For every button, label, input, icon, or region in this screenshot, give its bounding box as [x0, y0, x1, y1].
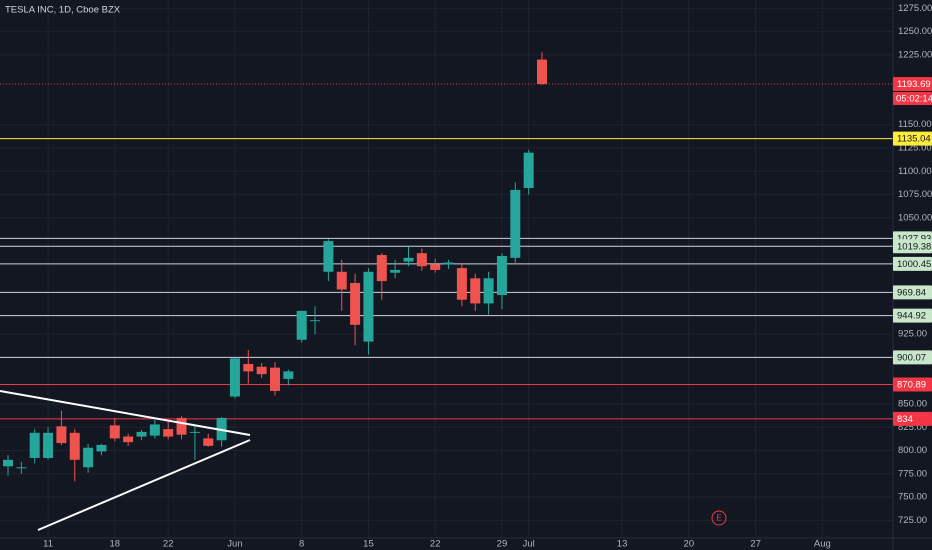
candle-body [483, 278, 494, 304]
level-label: 1000.45 [897, 259, 931, 270]
level-label-box [893, 239, 932, 254]
y-tick-label: 925.00 [898, 329, 927, 340]
y-tick-label: 750.00 [898, 492, 927, 503]
candle-body [510, 189, 521, 258]
candle-body [456, 268, 467, 300]
candle-body [109, 425, 120, 439]
x-tick-label: 22 [163, 539, 174, 550]
level-label-box [893, 350, 932, 365]
level-label: 1019.38 [897, 241, 931, 252]
y-tick-label: 1100.00 [898, 166, 932, 177]
level-label: 900.07 [897, 352, 926, 363]
y-tick-label: 775.00 [898, 468, 927, 479]
candle-body [163, 429, 174, 437]
level-label: 870.89 [897, 380, 926, 391]
candle-body [323, 241, 334, 272]
y-tick-label: 1050.00 [898, 212, 932, 223]
level-label: 1135.04 [897, 134, 931, 145]
earnings-circle [711, 510, 727, 526]
trend-line [0, 390, 251, 436]
candle-body [229, 358, 240, 397]
level-label: 834 [897, 414, 913, 425]
candle-body [203, 438, 214, 446]
level-label-box [893, 377, 932, 392]
x-tick-label: 18 [110, 539, 121, 550]
level-label: 1027.93 [897, 233, 931, 244]
chart-title: TESLA INC, 1D, Cboe BZX [5, 5, 121, 16]
candle-body [523, 152, 534, 189]
candle-body [403, 257, 414, 262]
x-tick-label: 27 [750, 539, 761, 550]
candle-body [283, 371, 294, 379]
candle-body [69, 432, 80, 460]
candle-body [243, 363, 254, 372]
candle-body [270, 367, 280, 391]
candle-body [96, 444, 107, 452]
candle-body [189, 431, 200, 433]
candle-body [350, 282, 361, 325]
level-label-box [893, 131, 932, 146]
y-tick-label: 1275.00 [898, 3, 932, 14]
candle-body [310, 320, 321, 322]
candle-body [176, 417, 187, 435]
x-tick-label: 22 [430, 539, 441, 550]
candle-body [416, 253, 427, 267]
x-tick-label: Aug [814, 539, 831, 550]
candles [3, 52, 547, 482]
y-tick-label: 1125.00 [898, 143, 932, 154]
candle-body [29, 432, 40, 458]
y-tick-label: 1150.00 [898, 119, 932, 130]
candle-body [336, 271, 347, 290]
y-tick-label: 825.00 [898, 422, 927, 433]
y-tick-label: 1225.00 [898, 49, 932, 60]
level-label: 1193.69 [897, 79, 931, 90]
candle-body [376, 255, 387, 282]
x-tick-label: Jun [227, 539, 242, 550]
labels: 1275.00 1250.00 1225.00 1150.00 1125.00 1100.… [43, 3, 932, 550]
y-tick-label: 1075.00 [898, 189, 932, 200]
candle-body [256, 366, 267, 375]
level-label-box [893, 411, 932, 426]
candle-body [470, 278, 481, 304]
candle-body [3, 459, 13, 467]
earnings-marker: E [716, 514, 721, 523]
candle-body [123, 436, 134, 443]
y-tick-label: 725.00 [898, 515, 927, 526]
level-label: 944.92 [897, 311, 926, 322]
x-tick-label: Jul [523, 539, 535, 550]
x-tick-label: 20 [684, 539, 695, 550]
countdown: 05:02:14 [896, 94, 932, 105]
candle-body [537, 59, 547, 85]
candle-body [136, 431, 147, 437]
level-label-box [893, 77, 932, 92]
y-tick-label: 1250.00 [898, 26, 932, 37]
candle-body [363, 271, 374, 342]
candle-body [496, 255, 507, 296]
x-tick-label: 11 [43, 539, 53, 550]
candle-body [16, 467, 27, 469]
candle-body [443, 262, 454, 265]
candle-body [390, 269, 401, 273]
candle-body [430, 264, 441, 270]
level-label-box [893, 285, 932, 300]
x-tick-label: 29 [497, 539, 508, 550]
level-label-box [893, 308, 932, 323]
x-tick-label: 13 [617, 539, 628, 550]
candle-body [83, 447, 94, 468]
y-tick-label: 800.00 [898, 445, 927, 456]
level-label: 969.84 [897, 287, 926, 298]
x-tick-label: 8 [299, 539, 304, 550]
candle-body [43, 432, 54, 458]
candle-body [296, 310, 307, 340]
y-tick-label: 850.00 [898, 398, 927, 409]
x-tick-label: 15 [363, 539, 374, 550]
candle-body [149, 424, 160, 436]
candle-body [56, 426, 67, 444]
countdown-box [893, 92, 932, 106]
level-label-box [893, 256, 932, 271]
trend-line [37, 439, 251, 531]
